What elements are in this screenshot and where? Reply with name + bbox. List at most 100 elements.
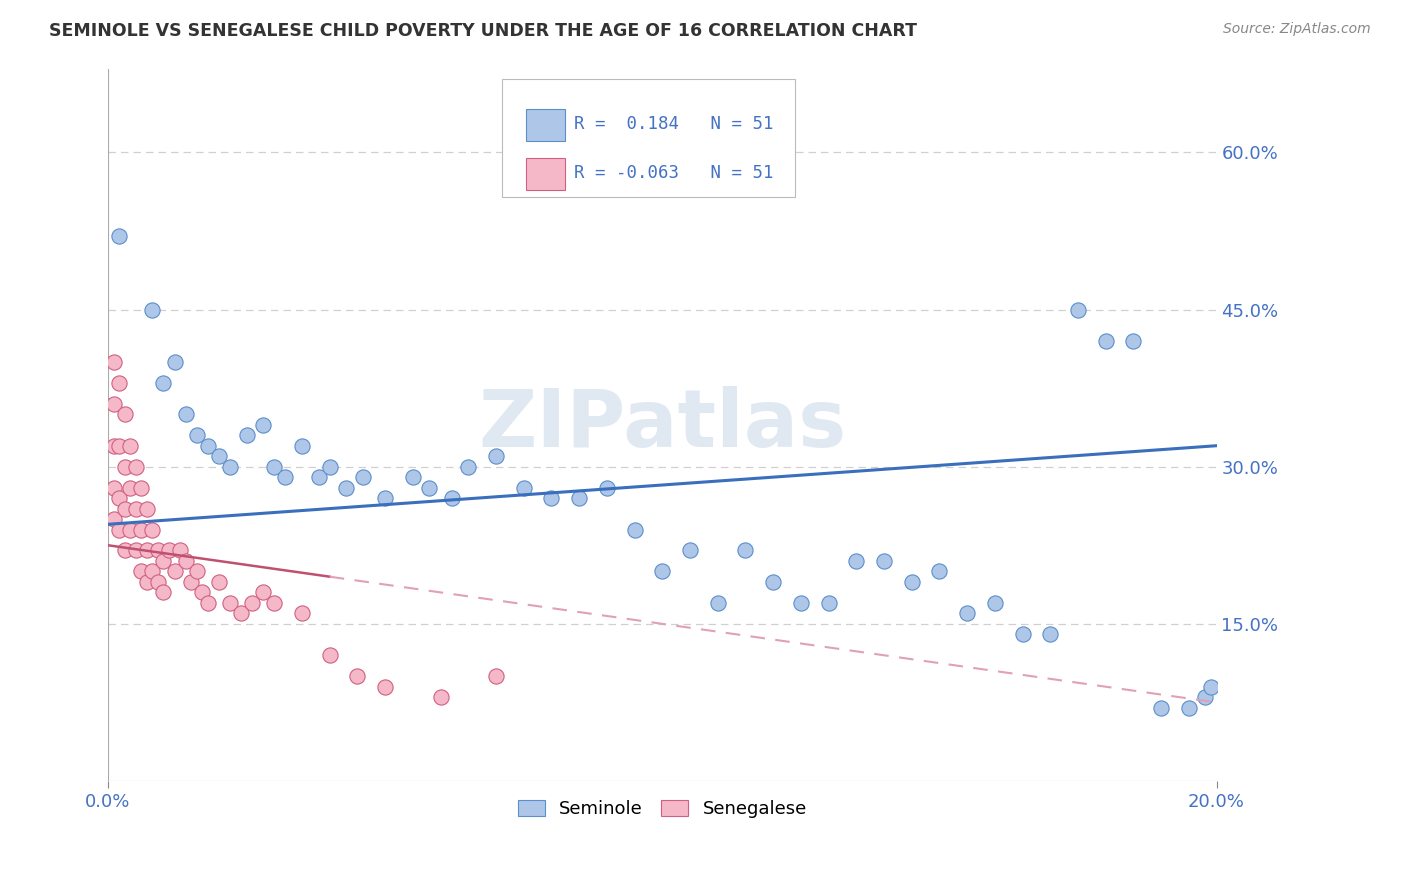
Text: Source: ZipAtlas.com: Source: ZipAtlas.com	[1223, 22, 1371, 37]
Point	[568, 491, 591, 505]
Point	[252, 585, 274, 599]
Point	[141, 565, 163, 579]
Point	[108, 491, 131, 505]
Point	[186, 428, 208, 442]
Point	[229, 607, 252, 621]
Point	[984, 596, 1007, 610]
Text: ZIPatlas: ZIPatlas	[478, 385, 846, 464]
Point	[374, 680, 396, 694]
Point	[208, 449, 231, 463]
Point	[208, 574, 231, 589]
Point	[235, 428, 257, 442]
Point	[120, 439, 142, 453]
Point	[440, 491, 463, 505]
Point	[1194, 690, 1216, 705]
Point	[114, 501, 136, 516]
Point	[174, 554, 197, 568]
Point	[191, 585, 214, 599]
Point	[263, 596, 285, 610]
Point	[335, 481, 357, 495]
Point	[129, 523, 152, 537]
Point	[623, 523, 645, 537]
Point	[141, 302, 163, 317]
Point	[114, 407, 136, 421]
Bar	[526, 109, 565, 141]
Point	[679, 543, 702, 558]
Point	[135, 543, 157, 558]
Point	[485, 669, 508, 683]
Point	[263, 459, 285, 474]
Point	[186, 565, 208, 579]
Point	[817, 596, 839, 610]
Point	[318, 648, 340, 663]
Point	[114, 543, 136, 558]
Point	[129, 481, 152, 495]
Point	[169, 543, 191, 558]
Point	[1039, 627, 1062, 641]
Point	[180, 574, 202, 589]
Point	[103, 397, 125, 411]
Point	[103, 439, 125, 453]
Point	[108, 229, 131, 244]
Point	[174, 407, 197, 421]
Point	[219, 596, 242, 610]
Point	[346, 669, 368, 683]
Legend: Seminole, Senegalese: Seminole, Senegalese	[510, 793, 814, 825]
Point	[125, 543, 148, 558]
Point	[146, 574, 169, 589]
Point	[512, 481, 534, 495]
Point	[1011, 627, 1033, 641]
Point	[485, 449, 508, 463]
Point	[1150, 700, 1173, 714]
Point	[152, 554, 174, 568]
Point	[418, 481, 440, 495]
Point	[956, 607, 979, 621]
Point	[135, 574, 157, 589]
Point	[1067, 302, 1090, 317]
Point	[900, 574, 922, 589]
Bar	[526, 158, 565, 190]
Point	[135, 501, 157, 516]
FancyBboxPatch shape	[502, 79, 796, 197]
Text: SEMINOLE VS SENEGALESE CHILD POVERTY UNDER THE AGE OF 16 CORRELATION CHART: SEMINOLE VS SENEGALESE CHILD POVERTY UND…	[49, 22, 917, 40]
Text: R = -0.063   N = 51: R = -0.063 N = 51	[574, 163, 773, 182]
Point	[120, 481, 142, 495]
Point	[374, 491, 396, 505]
Point	[1122, 334, 1144, 348]
Point	[596, 481, 619, 495]
Point	[108, 523, 131, 537]
Point	[274, 470, 297, 484]
Point	[125, 501, 148, 516]
Point	[352, 470, 374, 484]
Point	[762, 574, 785, 589]
Point	[163, 565, 186, 579]
Point	[845, 554, 868, 568]
Point	[240, 596, 263, 610]
Point	[291, 607, 314, 621]
Point	[197, 439, 219, 453]
Point	[197, 596, 219, 610]
Point	[125, 459, 148, 474]
Point	[152, 376, 174, 390]
Point	[734, 543, 756, 558]
Point	[790, 596, 813, 610]
Point	[141, 523, 163, 537]
Point	[706, 596, 728, 610]
Point	[651, 565, 673, 579]
Point	[103, 355, 125, 369]
Point	[457, 459, 479, 474]
Point	[291, 439, 314, 453]
Point	[1199, 680, 1222, 694]
Point	[152, 585, 174, 599]
Point	[873, 554, 896, 568]
Point	[108, 376, 131, 390]
Point	[163, 355, 186, 369]
Point	[318, 459, 340, 474]
Point	[157, 543, 180, 558]
Point	[129, 565, 152, 579]
Point	[1094, 334, 1116, 348]
Point	[219, 459, 242, 474]
Point	[1178, 700, 1201, 714]
Point	[928, 565, 950, 579]
Point	[120, 523, 142, 537]
